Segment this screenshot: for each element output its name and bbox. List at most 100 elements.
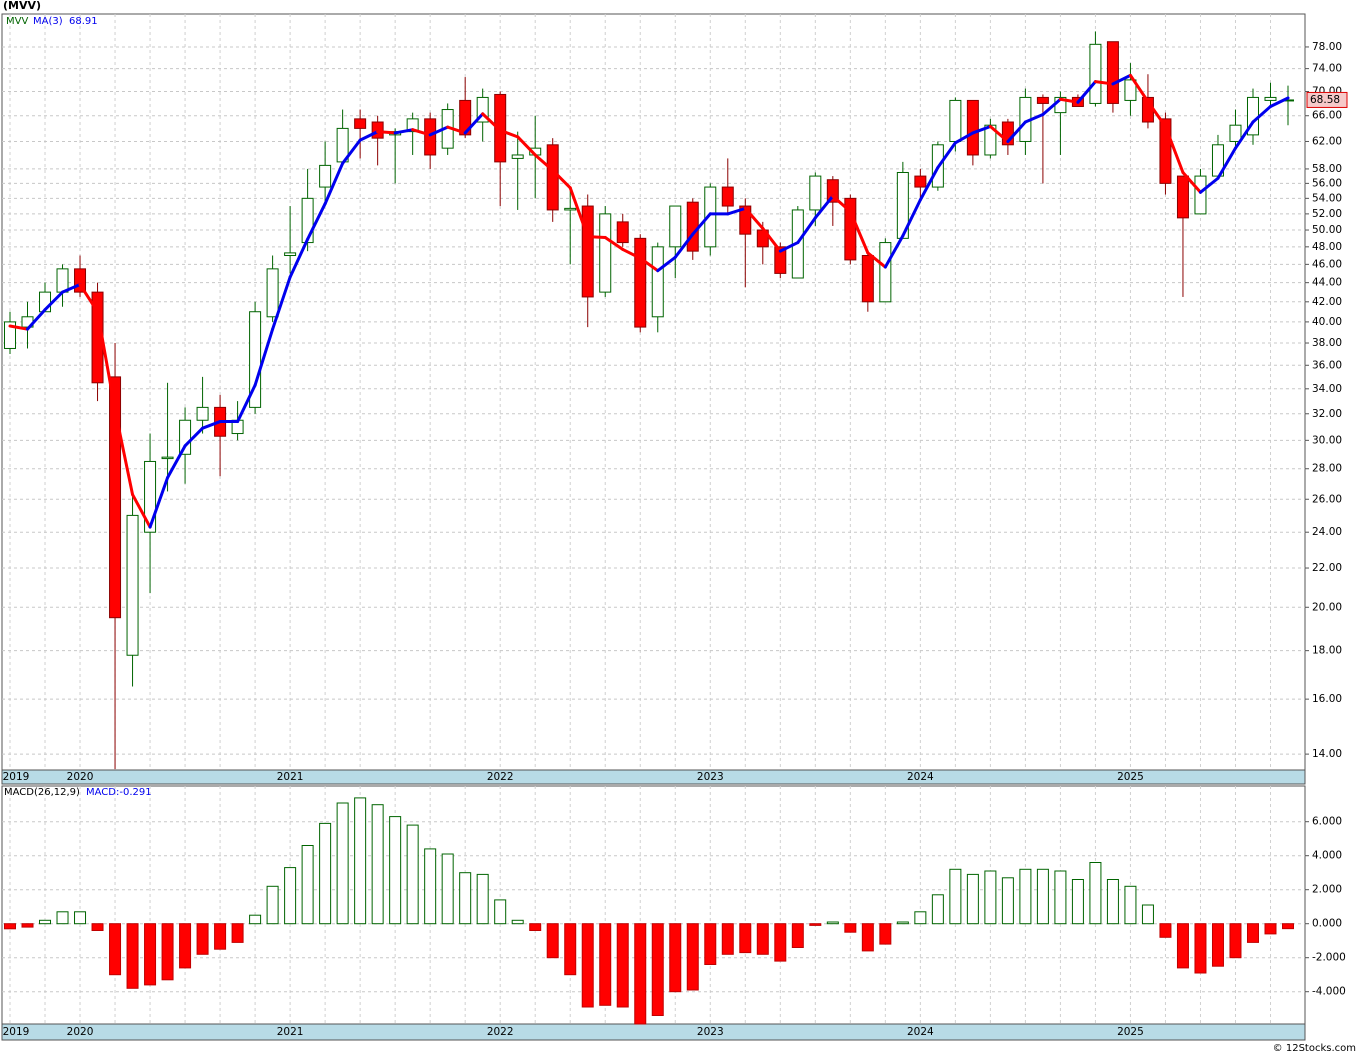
ma-segment (813, 194, 835, 220)
y-tick-label: 4.000 (1312, 850, 1342, 862)
x-axis-strip (1, 1023, 1306, 1041)
candle-body (4, 321, 16, 349)
y-tick-label: 30.00 (1312, 434, 1342, 446)
y-tick-label: 52.00 (1312, 208, 1342, 220)
macd-bar (126, 923, 139, 989)
candle-body (546, 144, 559, 211)
macd-bar (494, 899, 507, 925)
macd-bar (931, 894, 944, 925)
macd-bar (284, 867, 297, 925)
macd-bar (441, 853, 454, 925)
ma-segment (1181, 170, 1202, 194)
macd-legend: MACD(26,12,9) (4, 787, 80, 798)
candle-body (1194, 175, 1207, 215)
ma-segment (463, 112, 485, 135)
macd-bar (1159, 923, 1172, 938)
candle-body (966, 99, 979, 156)
ma-segment (551, 168, 572, 190)
y-tick-label: 16.00 (1312, 693, 1342, 705)
ma-segment (656, 255, 677, 273)
macd-bar (634, 923, 647, 1025)
candle-body (319, 164, 332, 188)
y-tick-label: 62.00 (1312, 135, 1342, 147)
ma-segment (1111, 73, 1132, 86)
macd-bar (179, 923, 192, 969)
y-tick-label: 48.00 (1312, 241, 1342, 253)
macd-bar (949, 868, 962, 925)
macd-bar (914, 911, 927, 925)
candle-body (861, 255, 874, 303)
ma-segment (253, 327, 275, 387)
ma-segment (796, 216, 817, 245)
macd-bar (966, 873, 979, 925)
y-tick-label: 26.00 (1312, 493, 1342, 505)
y-tick-label: 32.00 (1312, 408, 1342, 420)
ma-segment (183, 426, 205, 448)
macd-bar (406, 824, 419, 925)
candle-body (1264, 96, 1277, 101)
macd-bar (1019, 868, 1032, 925)
ma-segment (936, 141, 957, 170)
ma-segment (498, 128, 520, 139)
price-flag-label: 68.58 (1310, 94, 1340, 106)
x-tick-label: 2020 (67, 771, 94, 783)
macd-bar (809, 923, 822, 926)
ma-segment (201, 420, 222, 430)
ma-segment (918, 166, 940, 202)
ma-segment (761, 226, 782, 253)
ma-segment (691, 212, 712, 236)
candle-body (686, 201, 699, 252)
ma-segment (1006, 120, 1027, 143)
x-tick-label: 2020 (67, 1026, 94, 1038)
ma-segment (393, 128, 415, 135)
candle-body (406, 118, 419, 133)
ma-segment (131, 493, 152, 529)
macd-bar (739, 923, 752, 954)
y-tick-label: 34.00 (1312, 383, 1342, 395)
macd-bar (984, 870, 997, 925)
y-tick-label: 66.00 (1312, 110, 1342, 122)
y-tick-label: 0.000 (1312, 918, 1342, 930)
ma-segment (1216, 146, 1237, 180)
candle-body (161, 456, 174, 460)
macd-bar (844, 923, 857, 933)
ma-segment (376, 130, 397, 135)
candle-body (564, 207, 577, 211)
y-tick-label: 78.00 (1312, 41, 1342, 53)
candle-body (109, 376, 122, 619)
y-tick-label: 18.00 (1312, 645, 1342, 657)
candle-body (634, 237, 647, 328)
y-tick-label: 42.00 (1312, 296, 1342, 308)
macd-bar (826, 921, 839, 925)
candle-body (844, 197, 857, 261)
candle-body (56, 268, 69, 293)
ma-segment (1093, 80, 1115, 86)
ma-segment (848, 210, 870, 255)
y-tick-label: 14.00 (1312, 748, 1342, 760)
macd-bar (529, 923, 542, 932)
macd-bar (319, 822, 332, 925)
candle-body (704, 186, 717, 248)
macd-bar (39, 919, 52, 925)
ma-segment (1198, 176, 1220, 194)
price-flag (1306, 91, 1348, 108)
candle-body (144, 460, 157, 533)
ma-segment (1233, 120, 1255, 150)
ma-segment (988, 124, 1010, 143)
candle-body (1176, 175, 1189, 219)
ma-segment (778, 241, 800, 253)
candle-body (616, 221, 629, 244)
macd-bar (389, 816, 402, 925)
chart-title: (MVV) (3, 0, 41, 12)
macd-bar (4, 923, 16, 930)
macd-readout: MACD:-0.291 (86, 787, 152, 798)
legend-ma: MA(3) (33, 16, 63, 27)
macd-bar (336, 802, 349, 925)
macd-bar (546, 923, 559, 959)
ma-segment (621, 247, 642, 260)
ma-segment (831, 194, 852, 214)
x-tick-label: 2023 (697, 771, 724, 783)
x-tick-label: 2024 (907, 1026, 934, 1038)
y-tick-label: -2.000 (1312, 952, 1346, 964)
